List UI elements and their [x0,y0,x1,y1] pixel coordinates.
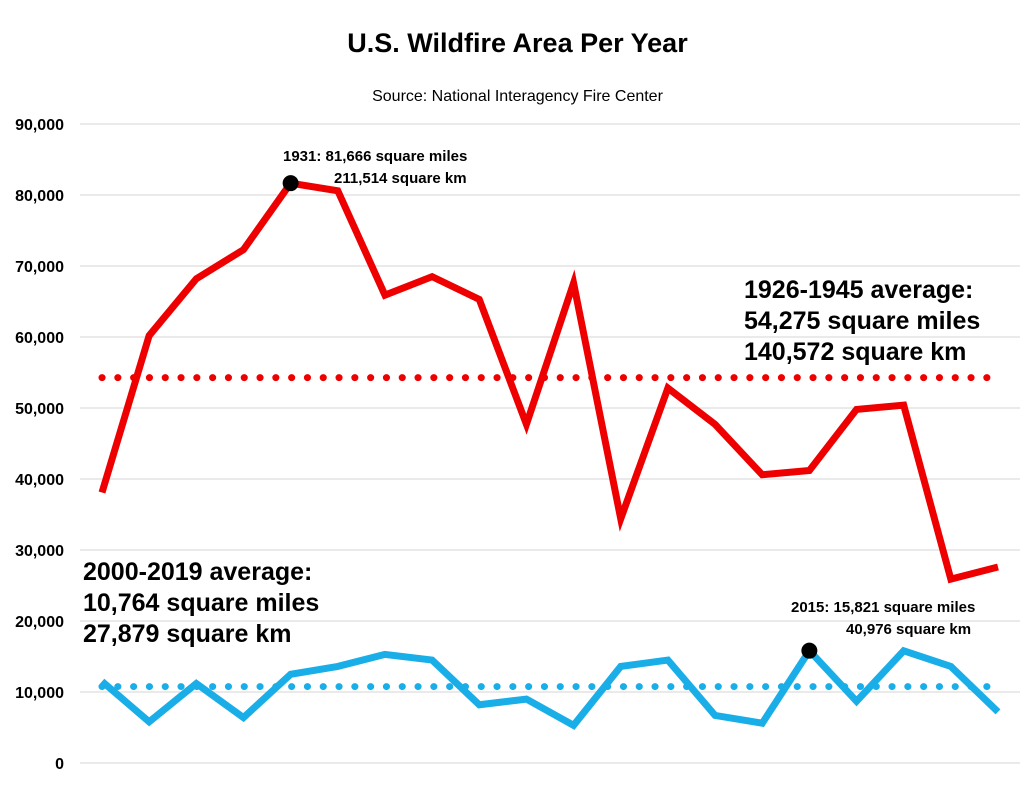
annotation-line: 2000-2019 average: [83,558,313,586]
annotation-line: 27,879 square km [83,620,292,648]
annotation-line: 1926-1945 average: [744,276,974,304]
annotation-line: 140,572 square km [744,338,967,366]
y-tick-label: 90,000 [15,117,64,134]
annotation-line: 54,275 square miles [744,307,981,335]
annotation-2000-2019-average: 2000-2019 average: 10,764 square miles 2… [83,557,319,650]
y-tick-label: 40,000 [15,472,64,489]
annotation-1926-1945-average: 1926-1945 average: 54,275 square miles 1… [744,275,980,368]
y-tick-label: 50,000 [15,401,64,418]
chart-title: U.S. Wildfire Area Per Year [347,28,688,58]
highlight-marker [801,642,818,659]
y-tick-label: 10,000 [15,685,64,702]
series-line-2000-2019 [99,645,1001,730]
y-tick-label: 70,000 [15,259,64,276]
annotation-line: 2015: 15,821 square miles [791,599,976,616]
highlight-marker [282,175,299,192]
y-tick-label: 20,000 [15,614,64,631]
y-tick-label: 80,000 [15,188,64,205]
chart-subtitle: Source: National Interagency Fire Center [372,88,663,105]
y-tick-label: 0 [55,756,64,773]
annotation-1931-peak: 1931: 81,666 square miles 211,514 square… [283,146,467,190]
annotation-line: 1931: 81,666 square miles [283,148,468,165]
series-line-1926-1945 [98,179,999,584]
annotation-line: 10,764 square miles [83,589,320,617]
y-tick-label: 30,000 [15,543,64,560]
annotation-line: 40,976 square km [846,621,972,638]
y-tick-label: 60,000 [15,330,64,347]
annotation-line: 211,514 square km [334,170,467,187]
annotation-2015-peak: 2015: 15,821 square miles 40,976 square … [791,597,975,641]
